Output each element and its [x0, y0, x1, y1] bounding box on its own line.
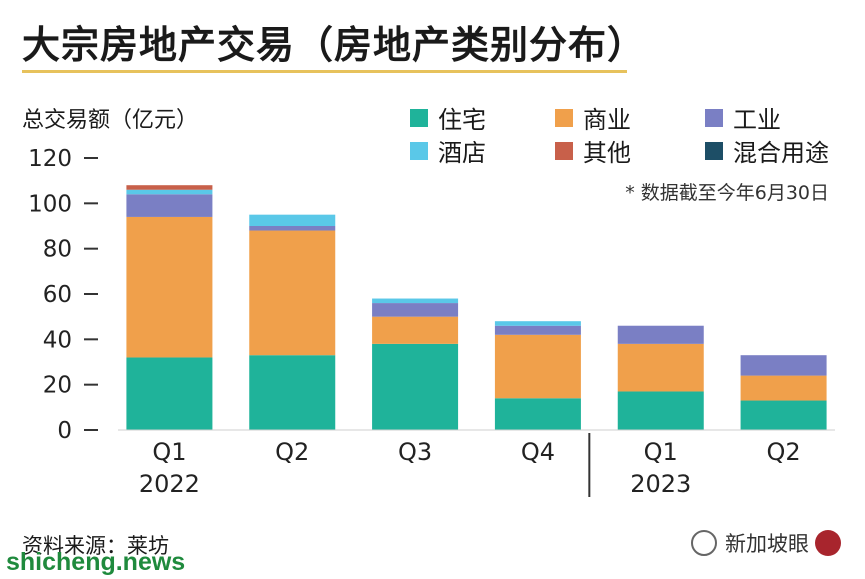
bar-segment — [372, 298, 459, 304]
bar-segment — [372, 316, 459, 344]
bar-segment — [249, 230, 336, 356]
legend-swatch-other — [555, 141, 573, 160]
bar-segment — [740, 375, 827, 401]
bar-segment — [494, 398, 581, 430]
bar-segment — [740, 355, 827, 376]
bar-segment — [617, 391, 704, 430]
y-axis-label: 总交易额（亿元） — [22, 108, 199, 133]
legend-item-hotel: 酒店 — [410, 133, 486, 168]
bar-segment — [249, 214, 336, 226]
y-tick-label: 120 — [28, 146, 72, 172]
x-tick-label: Q4 — [521, 438, 555, 466]
bar-segment — [249, 226, 336, 231]
legend: 住宅 商业 工业 酒店 其他 混合用途 — [410, 100, 850, 170]
x-tick-label: Q1 — [644, 438, 678, 466]
y-tick-label: 40 — [43, 327, 72, 353]
watermark-account-name: 新加坡眼 — [725, 532, 809, 556]
legend-label-other: 其他 — [583, 139, 631, 167]
bar-segment — [740, 400, 827, 430]
chart-title: 大宗房地产交易（房地产类别分布） — [22, 23, 647, 67]
wechat-icon — [691, 530, 717, 556]
legend-label-mixed-use: 混合用途 — [733, 139, 829, 167]
data-cutoff-note: * 数据截至今年6月30日 — [625, 182, 829, 204]
year-label: 2023 — [630, 470, 691, 498]
legend-label-hotel: 酒店 — [438, 139, 486, 167]
bar-segment — [126, 216, 213, 358]
source-credit: 资料来源：莱坊 — [22, 534, 169, 558]
legend-swatch-hotel — [410, 141, 428, 160]
y-tick-label: 0 — [57, 418, 72, 444]
bar-segment — [494, 334, 581, 399]
x-tick-label: Q2 — [766, 438, 800, 466]
bar-segment — [494, 325, 581, 335]
legend-item-commercial: 商业 — [555, 100, 631, 135]
bar-segment — [494, 321, 581, 326]
y-tick-label: 60 — [43, 282, 72, 308]
seal-icon — [815, 530, 841, 556]
legend-label-commercial: 商业 — [583, 106, 631, 134]
y-tick-label: 20 — [43, 373, 72, 399]
legend-item-other: 其他 — [555, 133, 631, 168]
legend-swatch-commercial — [555, 108, 573, 127]
bar-segment — [617, 325, 704, 344]
bar-segment — [126, 189, 213, 195]
legend-item-mixed-use: 混合用途 — [705, 133, 829, 168]
y-tick-label: 100 — [28, 191, 72, 217]
title-underline — [22, 70, 627, 73]
bar-segment — [617, 343, 704, 392]
watermark-account: 新加坡眼 — [691, 528, 841, 558]
legend-label-residential: 住宅 — [438, 106, 486, 134]
x-tick-label: Q3 — [398, 438, 432, 466]
legend-item-residential: 住宅 — [410, 100, 486, 135]
legend-swatch-industrial — [705, 108, 723, 127]
x-tick-label: Q1 — [152, 438, 186, 466]
legend-swatch-mixed-use — [705, 141, 723, 160]
legend-swatch-residential — [410, 108, 428, 127]
bar-segment — [126, 194, 213, 217]
y-tick-label: 80 — [43, 237, 72, 263]
bar-segment — [249, 355, 336, 430]
bar-segment — [126, 185, 213, 190]
watermark-site: shicheng.news — [6, 548, 186, 576]
x-tick-label: Q2 — [275, 438, 309, 466]
bar-segment — [126, 357, 213, 430]
year-label: 2022 — [139, 470, 200, 498]
legend-item-industrial: 工业 — [705, 100, 781, 135]
bar-segment — [372, 343, 459, 430]
legend-label-industrial: 工业 — [733, 106, 781, 134]
bar-segment — [372, 303, 459, 317]
